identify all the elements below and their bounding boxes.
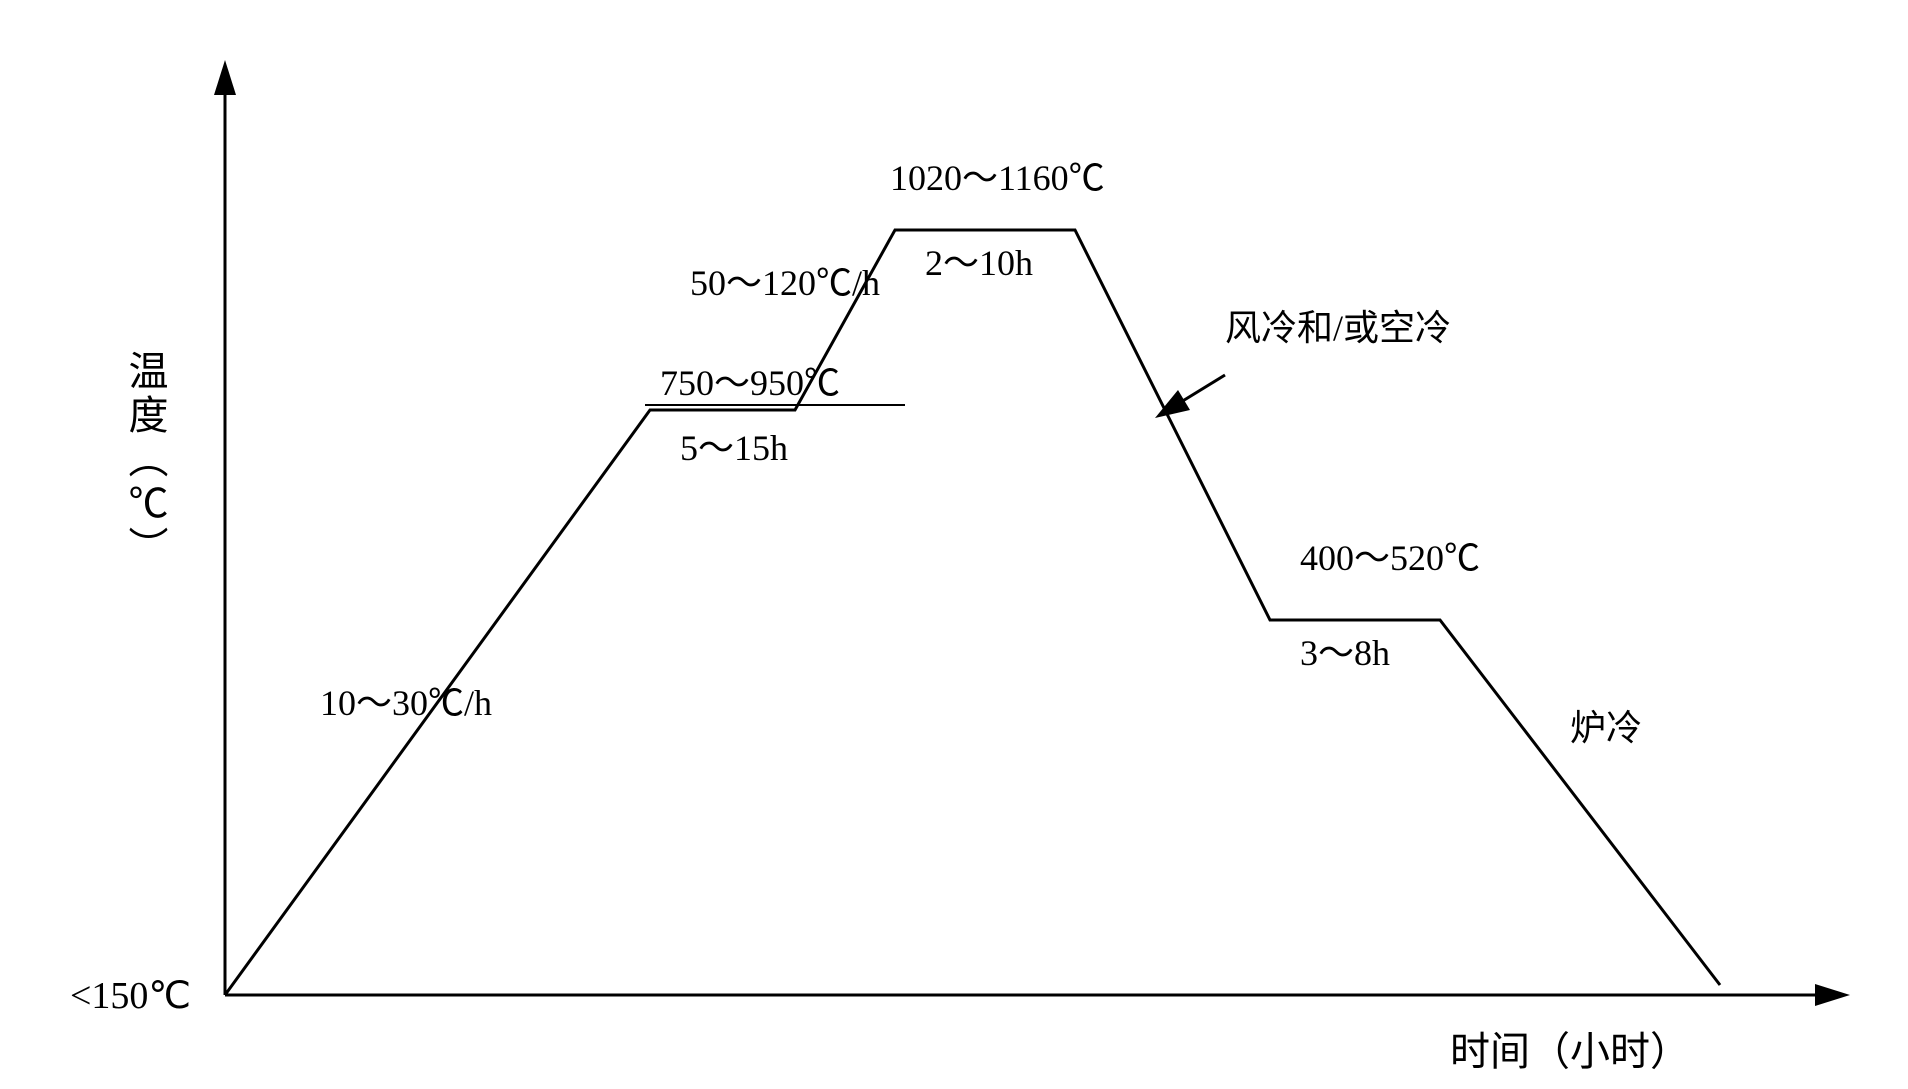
heating-rate-1-label: 10～30℃/h — [320, 683, 492, 723]
cooling-method-1-label: 风冷和/或空冷 — [1225, 308, 1451, 348]
heat-treatment-chart: 温度（℃） 时间（小时） <150℃ 10～30℃/h 750～950℃ 5～1… — [0, 0, 1908, 1089]
temperature-profile — [225, 230, 1720, 995]
heating-rate-2-label: 50～120℃/h — [690, 263, 880, 303]
hold-2-time-label: 3～8h — [1300, 633, 1390, 673]
peak-temp-label: 1020～1160℃ — [890, 158, 1105, 198]
x-axis-label: 时间（小时） — [1450, 1029, 1690, 1074]
annotation-arrow-head — [1155, 390, 1190, 418]
y-axis-arrowhead — [214, 60, 236, 95]
hold-2-temp-label: 400～520℃ — [1300, 538, 1480, 578]
origin-label: <150℃ — [70, 975, 191, 1017]
y-axis-label: 温度（℃） — [123, 350, 169, 570]
hold-1-time-label: 5～15h — [680, 428, 788, 468]
x-axis-arrowhead — [1815, 984, 1850, 1006]
cooling-method-2-label: 炉冷 — [1570, 708, 1642, 748]
peak-time-label: 2～10h — [925, 243, 1033, 283]
hold-1-temp-label: 750～950℃ — [660, 363, 840, 403]
